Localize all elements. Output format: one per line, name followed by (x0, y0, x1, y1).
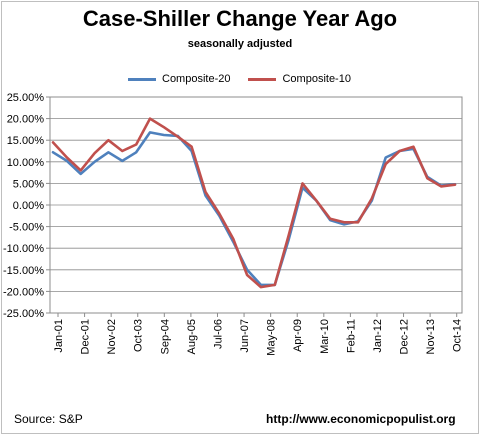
y-tick-label: 10.00% (7, 157, 45, 169)
legend-item-composite-10: Composite-10 (248, 73, 351, 85)
y-tick-label: 5.00% (13, 178, 44, 190)
source-note: Source: S&P (14, 412, 83, 426)
x-tick-label: Apr-09 (292, 319, 304, 352)
chart-title: Case-Shiller Change Year Ago (82, 6, 398, 31)
legend-swatch-composite-10 (248, 77, 277, 81)
y-tick-label: 25.00% (7, 92, 45, 104)
x-tick-label: Oct-14 (452, 319, 464, 352)
legend-item-composite-20: Composite-20 (128, 73, 230, 85)
y-tick-label: 20.00% (7, 114, 45, 126)
x-tick-label: Feb-11 (345, 319, 357, 353)
source-url: http://www.economicpopulist.org (266, 412, 456, 426)
x-tick-label: Nov-13 (425, 319, 437, 354)
x-tick-label: Jan-12 (372, 319, 384, 353)
x-tick-label: Jan-01 (53, 319, 65, 353)
x-tick-label: Dec-01 (80, 319, 92, 354)
x-tick-label: Dec-12 (399, 319, 411, 354)
x-tick-label: Mar-10 (319, 319, 331, 354)
y-tick-label: -25.00% (3, 308, 44, 320)
x-tick-label: Jul-06 (212, 319, 224, 349)
legend-label-composite-10: Composite-10 (282, 73, 351, 85)
x-tick-label: Oct-03 (133, 319, 145, 352)
legend-label-composite-20: Composite-20 (162, 73, 231, 85)
y-tick-label: 0.00% (13, 200, 44, 212)
chart-subtitle: seasonally adjusted (187, 38, 293, 50)
y-tick-label: -5.00% (9, 222, 44, 234)
y-tick-label: 15.00% (7, 135, 45, 147)
x-tick-label: Sep-04 (159, 319, 171, 354)
x-tick-label: Nov-02 (106, 319, 118, 354)
legend-swatch-composite-20 (128, 77, 156, 81)
x-tick-label: Aug-05 (186, 319, 198, 354)
x-tick-label: May-08 (266, 319, 278, 356)
y-tick-label: -20.00% (3, 286, 44, 298)
y-tick-label: -15.00% (3, 265, 44, 277)
chart-legend: Composite-20 Composite-10 (128, 72, 369, 86)
series-line-composite-10 (51, 117, 457, 289)
y-tick-label: -10.00% (3, 243, 44, 255)
series-line-composite-20 (51, 131, 457, 287)
x-tick-label: Jun-07 (239, 319, 251, 353)
